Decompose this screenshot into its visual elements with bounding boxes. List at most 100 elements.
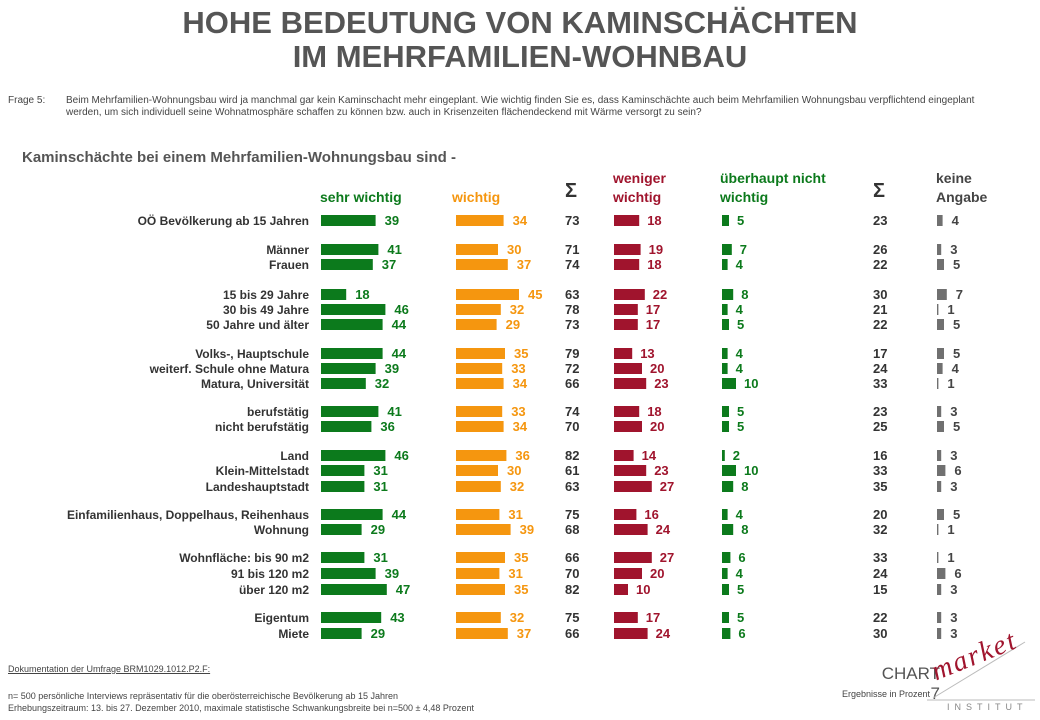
header-weniger-line2: wichtig (613, 189, 662, 205)
value-ueberhaupt-nicht-wichtig: 6 (738, 550, 745, 565)
bar-wichtig (456, 348, 505, 359)
value-sum-positive: 72 (565, 361, 579, 376)
row-label: Wohnung (254, 523, 309, 537)
value-sehr-wichtig: 43 (390, 610, 404, 625)
bar-ueberhaupt-nicht-wichtig (722, 552, 731, 563)
bar-sehr-wichtig (321, 481, 365, 492)
bar-keine-angabe (937, 524, 939, 535)
bar-wichtig (456, 628, 508, 639)
value-wichtig: 39 (520, 522, 534, 537)
bar-ueberhaupt-nicht-wichtig (722, 568, 728, 579)
bar-ueberhaupt-nicht-wichtig (722, 612, 729, 623)
bar-weniger-wichtig (614, 552, 652, 563)
bar-keine-angabe (937, 319, 944, 330)
value-sum-negative: 17 (873, 346, 887, 361)
question-text: Beim Mehrfamilien-Wohnungsbau wird ja ma… (66, 95, 975, 118)
value-sehr-wichtig: 46 (394, 302, 408, 317)
bar-wichtig (456, 552, 505, 563)
value-sum-negative: 24 (873, 361, 888, 376)
value-weniger-wichtig: 20 (650, 566, 664, 581)
value-sum-positive: 75 (565, 507, 579, 522)
value-ueberhaupt-nicht-wichtig: 4 (736, 302, 744, 317)
value-wichtig: 35 (514, 550, 528, 565)
row-label: Eigentum (254, 611, 309, 625)
value-ueberhaupt-nicht-wichtig: 5 (737, 404, 744, 419)
value-sehr-wichtig: 29 (371, 626, 385, 641)
bar-sehr-wichtig (321, 378, 366, 389)
bar-ueberhaupt-nicht-wichtig (722, 215, 729, 226)
value-sum-negative: 21 (873, 302, 887, 317)
value-keine-angabe: 1 (947, 550, 954, 565)
value-keine-angabe: 5 (953, 507, 960, 522)
header-sigma-negative: Σ (873, 180, 886, 202)
bar-ueberhaupt-nicht-wichtig (722, 524, 734, 535)
value-ueberhaupt-nicht-wichtig: 4 (736, 346, 744, 361)
bar-wichtig (456, 406, 503, 417)
bar-wichtig (456, 244, 498, 255)
bar-keine-angabe (937, 612, 942, 623)
value-keine-angabe: 3 (950, 582, 957, 597)
bar-sehr-wichtig (321, 552, 365, 563)
value-ueberhaupt-nicht-wichtig: 4 (736, 361, 744, 376)
value-keine-angabe: 3 (950, 448, 957, 463)
value-sum-positive: 61 (565, 463, 579, 478)
title-line-1: HOHE BEDEUTUNG VON KAMINSCHÄCHTEN (182, 5, 858, 40)
value-sehr-wichtig: 36 (380, 419, 394, 434)
value-sum-positive: 63 (565, 479, 579, 494)
value-weniger-wichtig: 16 (644, 507, 658, 522)
value-sehr-wichtig: 31 (373, 550, 387, 565)
value-wichtig: 31 (508, 507, 522, 522)
footer-documentation: Dokumentation der Umfrage BRM1029.1012.P… (8, 664, 211, 674)
bar-weniger-wichtig (614, 584, 628, 595)
bar-wichtig (456, 215, 504, 226)
value-keine-angabe: 1 (947, 302, 954, 317)
value-wichtig: 37 (517, 257, 531, 272)
value-sehr-wichtig: 29 (371, 522, 385, 537)
header-ueberhaupt-line2: wichtig (720, 189, 769, 205)
value-sum-positive: 78 (565, 302, 579, 317)
bar-sehr-wichtig (321, 628, 362, 639)
value-weniger-wichtig: 23 (654, 463, 668, 478)
value-sum-positive: 82 (565, 448, 579, 463)
bar-wichtig (456, 568, 500, 579)
bar-keine-angabe (937, 568, 946, 579)
value-ueberhaupt-nicht-wichtig: 10 (744, 376, 758, 391)
value-weniger-wichtig: 19 (649, 242, 663, 257)
bar-sehr-wichtig (321, 509, 383, 520)
value-keine-angabe: 3 (950, 404, 957, 419)
value-sehr-wichtig: 47 (396, 582, 410, 597)
value-sum-positive: 79 (565, 346, 579, 361)
value-ueberhaupt-nicht-wichtig: 10 (744, 463, 758, 478)
value-sehr-wichtig: 46 (394, 448, 408, 463)
value-weniger-wichtig: 10 (636, 582, 650, 597)
bar-sehr-wichtig (321, 244, 379, 255)
value-ueberhaupt-nicht-wichtig: 4 (736, 566, 744, 581)
value-keine-angabe: 5 (953, 317, 960, 332)
value-ueberhaupt-nicht-wichtig: 5 (737, 317, 744, 332)
bar-keine-angabe (937, 421, 944, 432)
bar-wichtig (456, 259, 508, 270)
value-keine-angabe: 1 (947, 522, 954, 537)
bar-weniger-wichtig (614, 304, 638, 315)
bar-sehr-wichtig (321, 584, 387, 595)
value-keine-angabe: 4 (952, 361, 960, 376)
bar-weniger-wichtig (614, 421, 642, 432)
value-weniger-wichtig: 18 (647, 257, 661, 272)
title-line-2: IM MEHRFAMILIEN-WOHNBAU (292, 39, 748, 74)
bar-wichtig (456, 378, 504, 389)
value-ueberhaupt-nicht-wichtig: 8 (741, 287, 748, 302)
bar-weniger-wichtig (614, 378, 647, 389)
value-wichtig: 34 (513, 419, 528, 434)
value-sum-positive: 66 (565, 550, 579, 565)
bar-weniger-wichtig (614, 363, 642, 374)
bar-sehr-wichtig (321, 524, 362, 535)
bar-ueberhaupt-nicht-wichtig (722, 319, 729, 330)
row-label: 15 bis 29 Jahre (223, 288, 309, 302)
value-weniger-wichtig: 18 (647, 213, 661, 228)
row-label: Frauen (269, 258, 309, 272)
value-wichtig: 35 (514, 346, 528, 361)
bar-weniger-wichtig (614, 481, 652, 492)
bar-weniger-wichtig (614, 289, 645, 300)
value-ueberhaupt-nicht-wichtig: 2 (733, 448, 740, 463)
bar-weniger-wichtig (614, 406, 640, 417)
